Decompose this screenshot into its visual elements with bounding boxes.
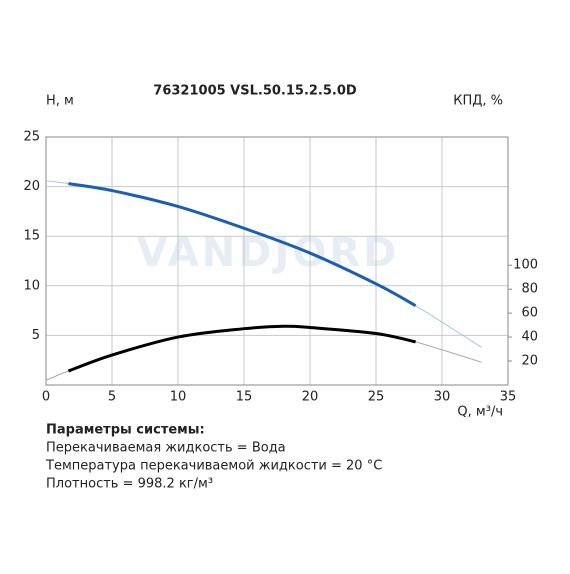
curve [67, 324, 416, 373]
x-tick-label: 20 [302, 390, 319, 405]
x-tick-label: 5 [108, 390, 116, 405]
y-tick-label: 20 [23, 179, 40, 194]
curve [68, 182, 417, 307]
x-tick-label: 30 [434, 390, 451, 405]
y2-tick-label: 80 [521, 282, 538, 297]
x-tick-label: 10 [170, 390, 187, 405]
y2-tick-label: 20 [521, 354, 538, 369]
y-tick-label: 15 [23, 229, 40, 244]
y2-axis-label: КПД, % [453, 94, 503, 109]
y2-tick-label: 100 [513, 258, 538, 273]
x-tick-label: 15 [236, 390, 253, 405]
y2-tick-label: 40 [521, 330, 538, 345]
y-tick-label: 25 [23, 130, 40, 145]
x-axis-label: Q, м³/ч [457, 405, 503, 420]
curve [45, 325, 482, 381]
info-heading: Параметры системы: [46, 423, 205, 438]
y-tick-label: 10 [23, 278, 40, 293]
info-line: Температура перекачиваемой жидкости = 20… [45, 459, 382, 474]
y2-tick-label: 60 [521, 306, 538, 321]
y-axis-label: H, м [46, 94, 74, 109]
x-tick-label: 25 [368, 390, 385, 405]
plot-frame [45, 136, 509, 386]
x-tick-label: 0 [42, 390, 50, 405]
info-line: Перекачиваемая жидкость = Вода [46, 441, 286, 456]
y-tick-label: 5 [32, 328, 40, 343]
x-tick-label: 35 [500, 390, 517, 405]
chart-title: 76321005 VSL.50.15.2.5.0D [153, 84, 357, 99]
info-line: Плотность = 998.2 кг/м³ [46, 477, 213, 492]
